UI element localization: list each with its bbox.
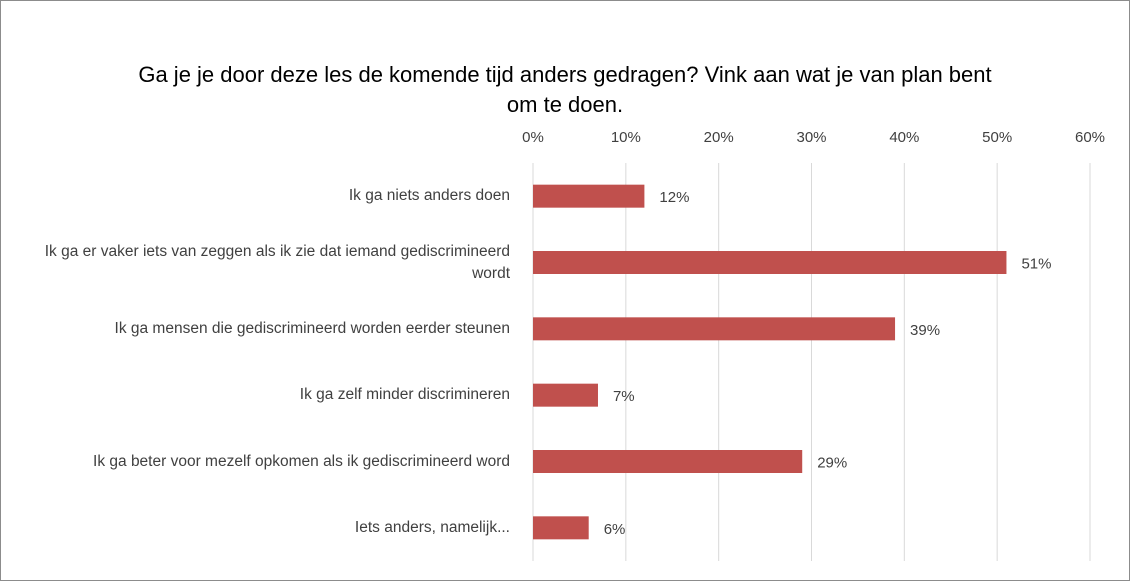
data-label: 6% <box>604 521 626 538</box>
bar <box>533 184 645 208</box>
bar <box>533 383 598 407</box>
y-tick-label: Iets anders, namelijk... <box>354 518 510 536</box>
y-tick-label: Ik ga zelf minder discrimineren <box>299 386 510 404</box>
bar <box>533 317 896 341</box>
data-label: 12% <box>659 189 689 206</box>
y-tick-label: Ik ga niets anders doen <box>348 187 510 205</box>
bar <box>533 516 589 540</box>
y-tick-label: Ik ga mensen die gediscrimineerd worden … <box>114 319 510 337</box>
data-label: 51% <box>1021 255 1051 272</box>
data-label: 29% <box>817 454 847 471</box>
x-tick-label: 20% <box>704 129 734 146</box>
data-label: 39% <box>910 322 940 339</box>
x-tick-label: 40% <box>889 129 919 146</box>
bar <box>533 450 803 473</box>
y-tick-label: Ik ga er vaker iets van zeggen als ik zi… <box>44 242 510 282</box>
x-tick-label: 50% <box>982 129 1012 146</box>
bar <box>533 251 1007 274</box>
x-tick-label: 10% <box>611 129 641 146</box>
x-tick-label: 0% <box>522 129 544 146</box>
y-tick-label: Ik ga beter voor mezelf opkomen als ik g… <box>93 452 510 470</box>
x-tick-label: 60% <box>1075 129 1105 146</box>
data-label: 7% <box>613 388 635 405</box>
chart-title: Ga je je door deze les de komende tijd a… <box>138 62 992 117</box>
x-tick-label: 30% <box>796 129 826 146</box>
